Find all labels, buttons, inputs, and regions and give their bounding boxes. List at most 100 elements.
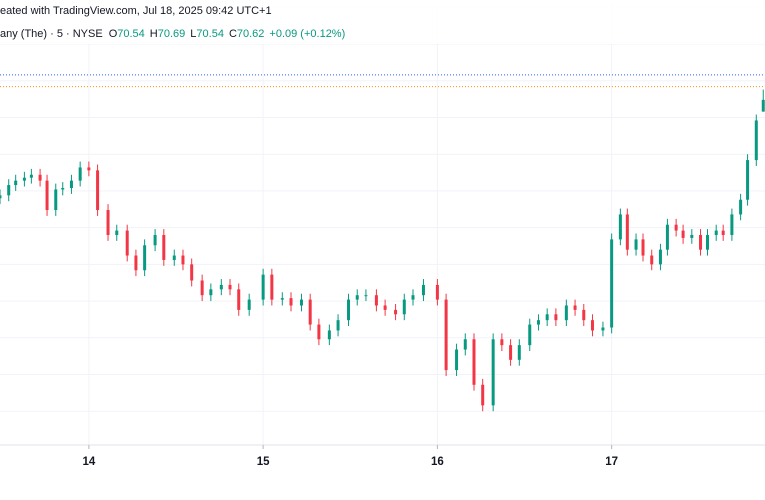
candle-body bbox=[153, 234, 157, 246]
symbol: any (The) · 5 · NYSE bbox=[0, 28, 103, 40]
candle-body bbox=[699, 234, 703, 250]
candle-body bbox=[658, 249, 662, 265]
symbol-legend: any (The) · 5 · NYSE O 70.54 H 70.69 L 70.54 C… bbox=[0, 28, 345, 40]
candle-body bbox=[106, 210, 110, 235]
candle-body bbox=[190, 264, 194, 281]
candle-body bbox=[14, 180, 18, 186]
candle-body bbox=[455, 349, 459, 371]
candle-body bbox=[545, 314, 549, 321]
candle-body bbox=[374, 295, 378, 306]
ohlc-label: O bbox=[109, 28, 118, 40]
credit: eated with TradingView.com, Jul 18, 2025… bbox=[0, 5, 272, 17]
candle-body bbox=[172, 255, 176, 260]
candle-body bbox=[54, 189, 58, 211]
candle-body bbox=[299, 299, 303, 306]
candle-body bbox=[746, 160, 750, 200]
ohlc-label: H bbox=[150, 28, 158, 40]
ohlc-label: L bbox=[190, 28, 196, 40]
candle-body bbox=[61, 187, 65, 190]
candle-body bbox=[582, 309, 586, 321]
candle-body bbox=[411, 295, 415, 300]
candle-body bbox=[228, 284, 232, 290]
candle-body bbox=[625, 214, 629, 250]
legend-backdrop bbox=[0, 0, 765, 44]
candle-body bbox=[200, 280, 204, 296]
change: +0.09 (+0.12%) bbox=[269, 28, 345, 40]
candle-body bbox=[308, 299, 312, 325]
candle-body bbox=[209, 289, 213, 296]
ohlc-label: C bbox=[229, 28, 237, 40]
candle-body bbox=[472, 339, 476, 385]
candle-body bbox=[270, 274, 274, 300]
candle-body bbox=[289, 298, 293, 306]
candle-body bbox=[364, 295, 368, 297]
ohlc-value: 70.69 bbox=[158, 28, 186, 40]
x-tick-label: 14 bbox=[82, 456, 95, 468]
candle-body bbox=[421, 284, 425, 296]
candle-body bbox=[394, 309, 398, 315]
candle-body bbox=[739, 199, 743, 215]
candle-body bbox=[280, 298, 284, 300]
candle-body bbox=[162, 234, 166, 260]
candle-body bbox=[134, 255, 138, 271]
candle-body bbox=[681, 230, 685, 238]
candle-body bbox=[219, 284, 223, 290]
candle-body bbox=[181, 255, 185, 265]
candle-body bbox=[610, 239, 614, 328]
candle-body bbox=[564, 305, 568, 321]
candle-body bbox=[590, 320, 594, 331]
candle-body bbox=[444, 299, 448, 371]
candle-body bbox=[327, 330, 331, 340]
plot-area bbox=[0, 89, 765, 412]
candle-body bbox=[601, 327, 605, 331]
ohlc-value: 70.62 bbox=[237, 28, 265, 40]
candle-body bbox=[650, 255, 654, 265]
candle-body bbox=[705, 234, 709, 250]
candle-body bbox=[45, 180, 49, 211]
grid bbox=[0, 0, 765, 445]
candle-body bbox=[509, 345, 513, 360]
candle-body bbox=[554, 314, 558, 321]
candle-body bbox=[573, 305, 577, 310]
candle-body bbox=[641, 239, 645, 256]
candle-body bbox=[261, 274, 265, 300]
candle-body bbox=[78, 167, 82, 181]
candle-body bbox=[115, 230, 119, 235]
candle-body bbox=[618, 214, 622, 240]
candle-body bbox=[730, 214, 734, 235]
candle-body bbox=[463, 339, 467, 350]
candle-body bbox=[347, 299, 351, 321]
candle-body bbox=[0, 195, 2, 199]
candle-body bbox=[22, 177, 26, 181]
candle-body bbox=[536, 320, 540, 325]
x-tick-label: 17 bbox=[605, 456, 618, 468]
candle-body bbox=[317, 324, 321, 340]
candle-body bbox=[247, 299, 251, 310]
candle-body bbox=[528, 324, 532, 346]
candle-body bbox=[143, 245, 147, 271]
candle-body bbox=[237, 289, 241, 310]
candle-body bbox=[491, 339, 495, 406]
candle-body bbox=[714, 230, 718, 235]
ohlc-value: 70.54 bbox=[117, 28, 145, 40]
candle-body bbox=[634, 239, 638, 250]
candle-body bbox=[481, 384, 485, 406]
candle-body bbox=[125, 230, 129, 256]
candle-body bbox=[435, 284, 439, 300]
candle-body bbox=[402, 299, 406, 315]
candle-body bbox=[517, 345, 521, 360]
candle-body bbox=[383, 305, 387, 310]
candle-body bbox=[674, 224, 678, 231]
x-tick-label: 16 bbox=[431, 456, 444, 468]
candle-body bbox=[500, 339, 504, 346]
candle-body bbox=[761, 99, 765, 112]
candle-body bbox=[96, 170, 100, 211]
candle-body bbox=[754, 120, 758, 161]
candle-body bbox=[38, 174, 42, 181]
candle-body bbox=[336, 320, 340, 331]
candle-body bbox=[690, 234, 694, 238]
candle-body bbox=[7, 185, 11, 196]
candle-body bbox=[721, 230, 725, 235]
